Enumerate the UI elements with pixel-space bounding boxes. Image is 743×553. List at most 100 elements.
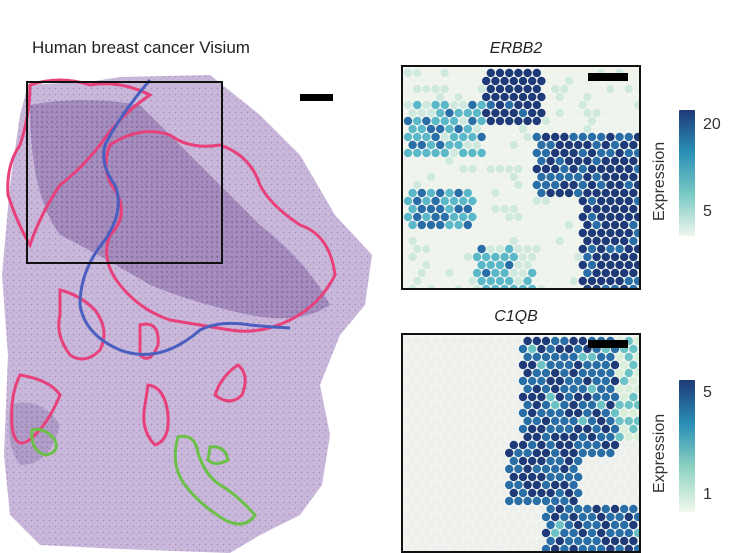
- spot: [629, 472, 638, 482]
- spot: [440, 352, 449, 362]
- spot: [587, 384, 597, 394]
- spot: [592, 424, 601, 434]
- spot: [528, 440, 537, 450]
- spot: [560, 368, 569, 378]
- spot: [514, 512, 523, 522]
- spot: [413, 400, 422, 410]
- spot: [509, 344, 518, 354]
- spot: [537, 424, 546, 434]
- spot: [518, 520, 528, 530]
- spot: [408, 188, 417, 198]
- spot: [477, 400, 486, 410]
- spot: [560, 384, 569, 394]
- spot: [477, 132, 486, 142]
- spot: [422, 148, 431, 158]
- spot: [601, 140, 610, 150]
- spot: [472, 220, 482, 230]
- spot: [495, 196, 505, 206]
- spot: [445, 76, 454, 86]
- spot: [495, 448, 505, 458]
- spot: [417, 488, 426, 498]
- spot: [624, 352, 633, 362]
- spot: [403, 544, 413, 551]
- spot: [610, 108, 620, 118]
- spot: [551, 496, 560, 506]
- spot: [560, 244, 569, 254]
- spot: [482, 376, 491, 386]
- spot: [629, 236, 638, 246]
- spot: [541, 180, 551, 190]
- spot: [541, 464, 551, 474]
- spot: [551, 464, 560, 474]
- spot: [615, 228, 624, 238]
- spot: [523, 212, 532, 222]
- spot: [426, 220, 436, 230]
- spot: [495, 228, 505, 238]
- spot: [491, 92, 500, 102]
- spot: [606, 196, 615, 206]
- spot: [440, 68, 449, 78]
- spot: [555, 472, 564, 482]
- spot: [459, 480, 468, 490]
- spot: [431, 496, 440, 506]
- spot: [578, 464, 587, 474]
- spot: [551, 228, 560, 238]
- spot: [592, 204, 601, 214]
- spot: [463, 344, 472, 354]
- colorbar-tick-low-erbb2: 5: [703, 203, 712, 220]
- spot: [583, 236, 592, 246]
- spot: [633, 132, 639, 142]
- spot: [491, 76, 500, 86]
- spot: [463, 204, 472, 214]
- spot: [633, 448, 639, 458]
- spot: [500, 536, 509, 546]
- spot: [417, 188, 426, 198]
- spot: [606, 84, 615, 94]
- spot: [463, 188, 472, 198]
- spot: [486, 84, 495, 94]
- spot: [445, 124, 454, 134]
- spot: [551, 336, 560, 346]
- spot: [633, 464, 639, 474]
- spot: [592, 408, 601, 418]
- spot: [495, 384, 505, 394]
- spot: [555, 124, 564, 134]
- spot: [459, 132, 468, 142]
- spot: [422, 244, 431, 254]
- spot: [413, 352, 422, 362]
- spot: [528, 360, 537, 370]
- spot: [629, 220, 638, 230]
- spot: [422, 464, 431, 474]
- roi-box: [26, 81, 223, 264]
- spot: [606, 212, 615, 222]
- spot: [615, 512, 624, 522]
- spot: [500, 360, 509, 370]
- spot: [592, 268, 601, 278]
- spot: [509, 424, 518, 434]
- spot: [620, 376, 629, 386]
- spot: [445, 172, 454, 182]
- spot: [468, 260, 477, 270]
- spot: [413, 368, 422, 378]
- spot: [574, 124, 583, 134]
- spot: [574, 268, 583, 278]
- spot: [610, 408, 620, 418]
- spot: [486, 244, 495, 254]
- spot: [597, 400, 606, 410]
- spot: [633, 352, 639, 362]
- spot: [569, 448, 578, 458]
- spot: [541, 480, 551, 490]
- spot: [551, 100, 560, 110]
- spot: [615, 432, 624, 442]
- spot: [491, 236, 500, 246]
- spot: [413, 432, 422, 442]
- spot: [422, 448, 431, 458]
- spot: [606, 528, 615, 538]
- spot: [560, 100, 569, 110]
- spot: [620, 472, 629, 482]
- spot: [523, 480, 532, 490]
- spot: [620, 440, 629, 450]
- spot: [615, 84, 624, 94]
- spot: [445, 188, 454, 198]
- spot: [408, 520, 417, 530]
